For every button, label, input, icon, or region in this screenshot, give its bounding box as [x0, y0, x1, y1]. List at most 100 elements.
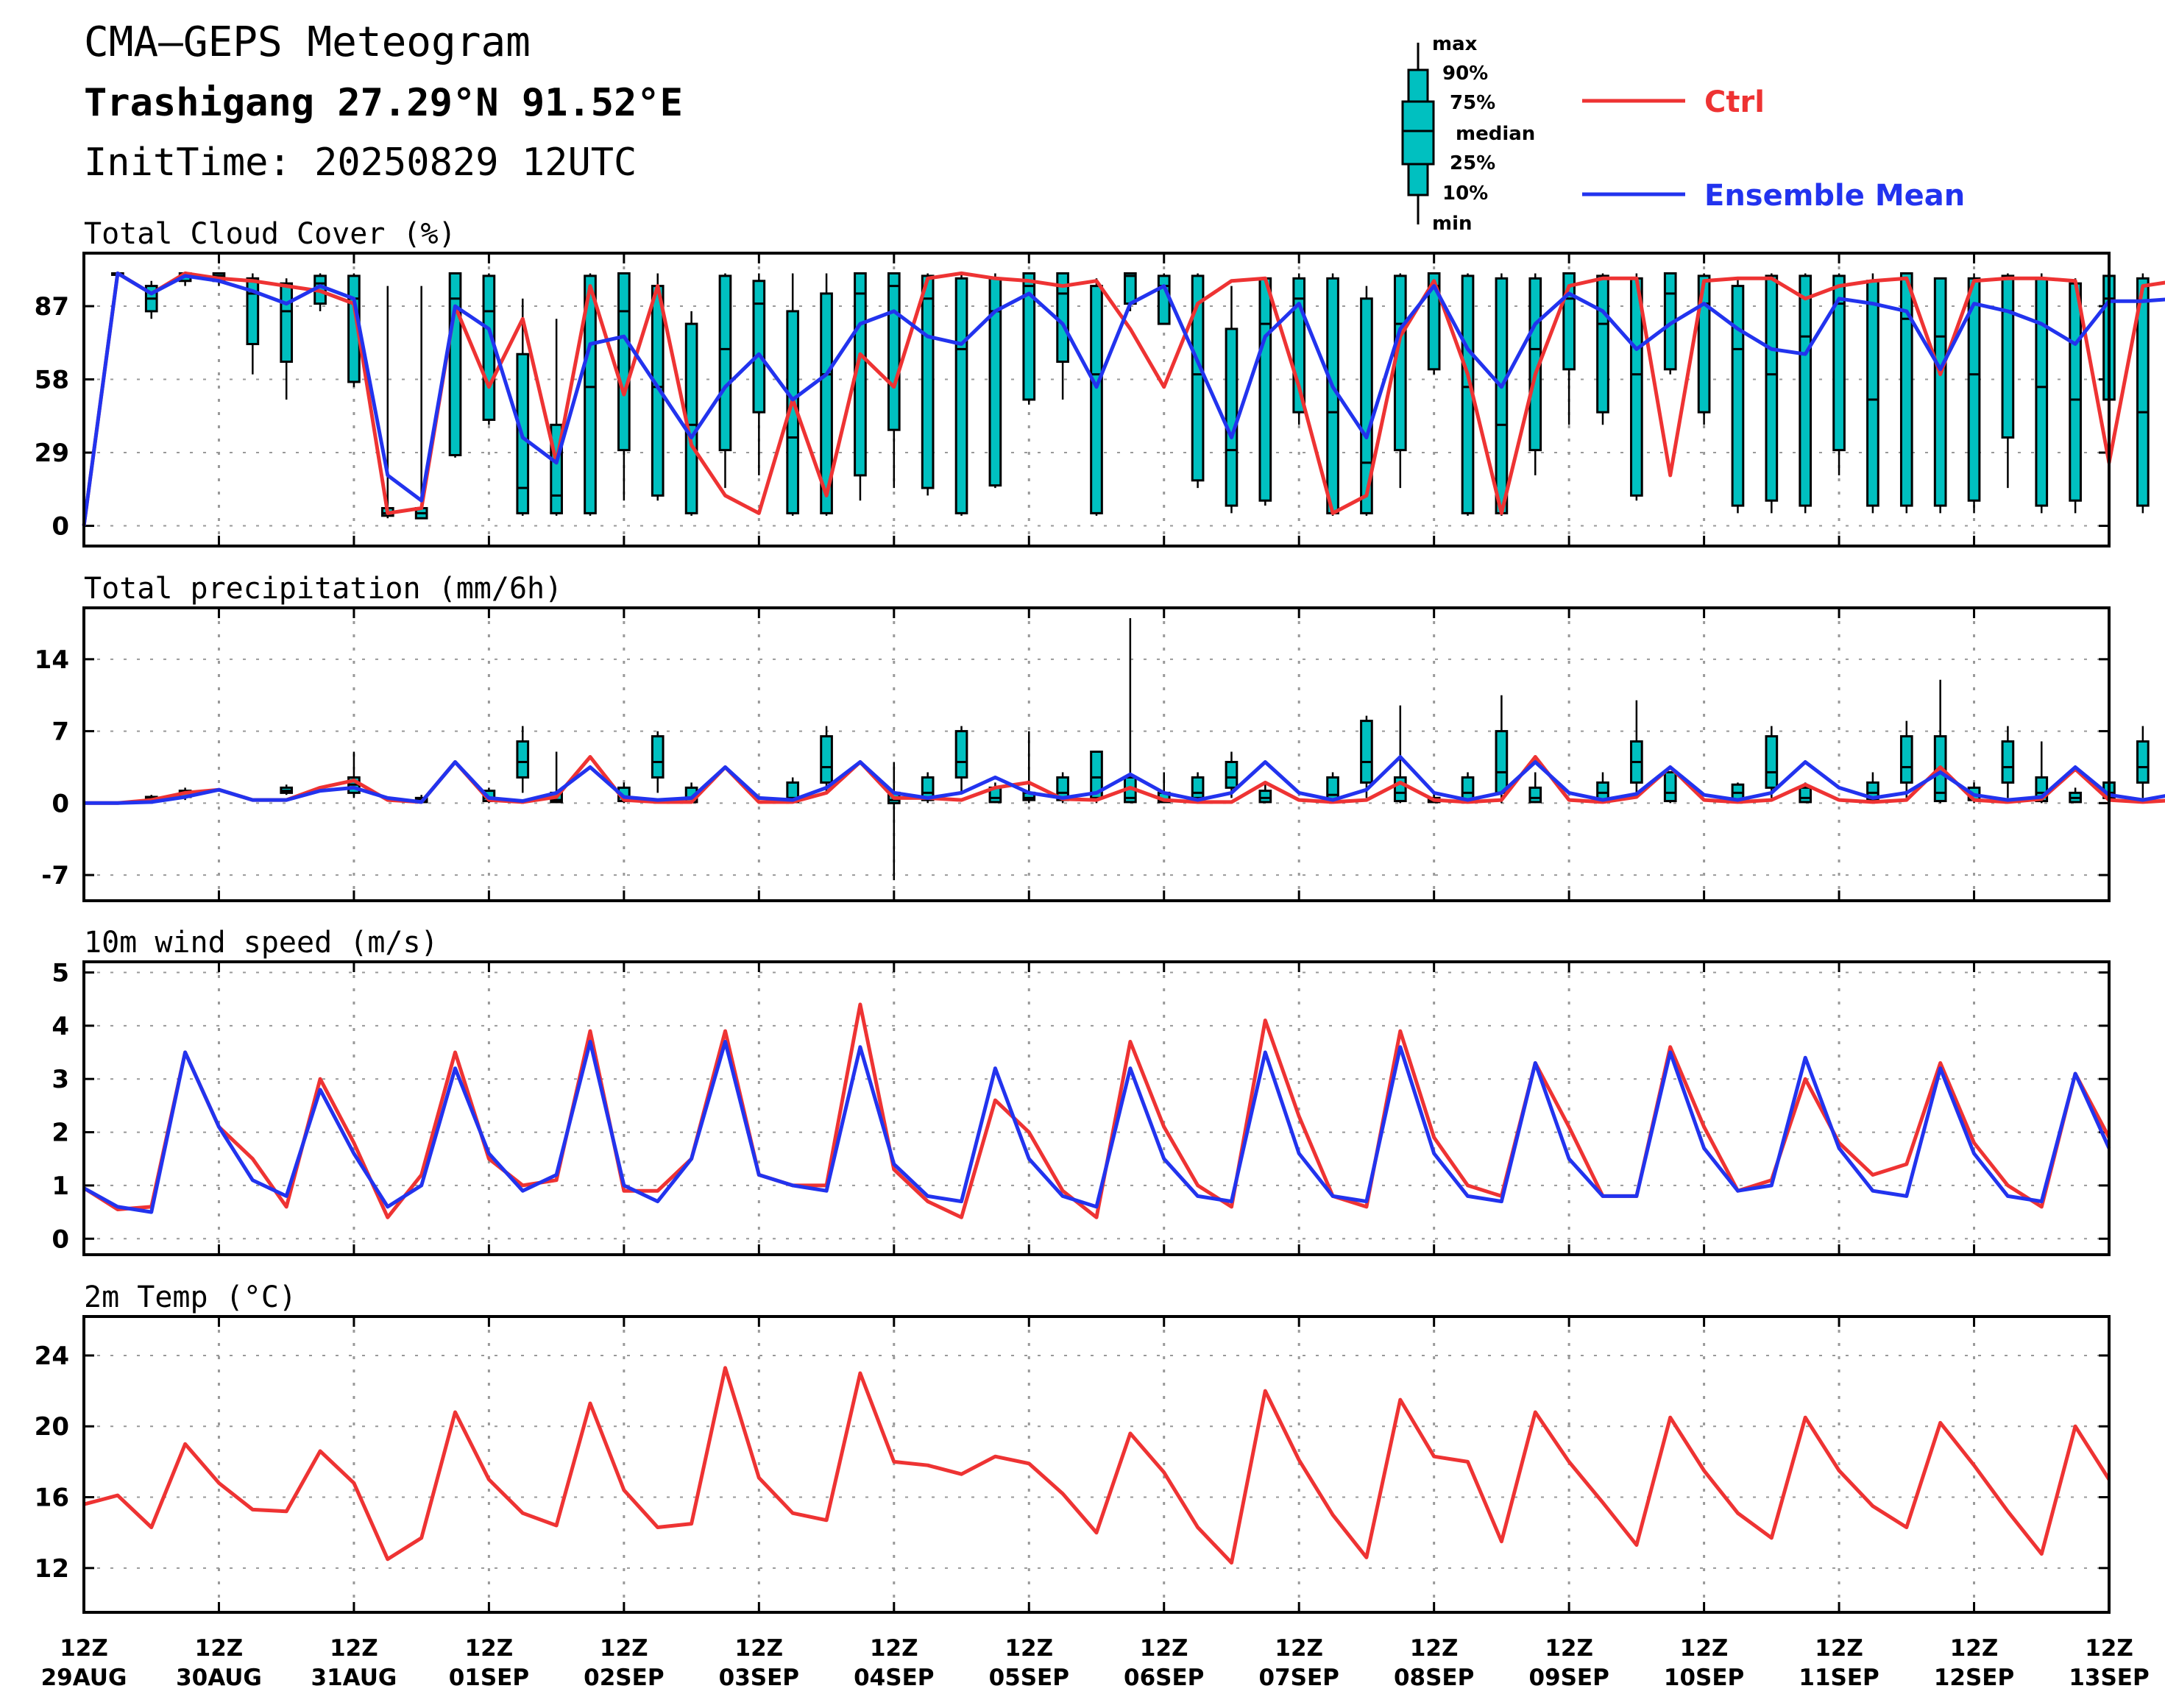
- box-iqr: [1933, 277, 1947, 507]
- box-plot: [752, 273, 766, 475]
- box-iqr: [1022, 272, 1036, 401]
- y-tick-label: -7: [41, 861, 69, 890]
- y-tick-label: 87: [35, 292, 69, 322]
- box-plot: [2001, 273, 2015, 489]
- x-tick-label-date: 12SEP: [1934, 1665, 2014, 1691]
- box-plot: [1630, 700, 1643, 798]
- y-tick-label: 14: [35, 645, 69, 675]
- x-tick-label-hour: 12Z: [870, 1635, 918, 1662]
- panel-frame: [82, 606, 2111, 902]
- legend-90-label: 90%: [1442, 63, 1488, 85]
- box-iqr: [584, 274, 597, 514]
- box-iqr: [1258, 277, 1272, 502]
- x-tick-label-hour: 12Z: [1140, 1635, 1188, 1662]
- box-plot: [1090, 751, 1103, 804]
- box-plot: [684, 311, 698, 516]
- x-tick-label-hour: 12Z: [1815, 1635, 1863, 1662]
- legend-max-label: max: [1432, 33, 1478, 55]
- box-plot: [2136, 726, 2150, 798]
- box-plot: [1258, 277, 1272, 506]
- box-iqr: [617, 272, 631, 452]
- box-plot: [2001, 726, 2015, 798]
- y-tick-label: 29: [35, 439, 69, 468]
- box-iqr: [1832, 274, 1846, 452]
- y-tick-label: 5: [52, 958, 69, 988]
- box-iqr: [448, 272, 462, 456]
- legend-min-label: min: [1432, 213, 1473, 235]
- box-iqr: [2069, 282, 2082, 502]
- y-tick-label: 0: [52, 789, 69, 818]
- box-plot: [1528, 772, 1542, 804]
- box-plot: [1056, 272, 1069, 400]
- box-plot: [1765, 273, 1779, 514]
- box-plot: [651, 731, 665, 793]
- box-plot: [820, 273, 833, 516]
- x-tick-label-date: 11SEP: [1799, 1665, 1879, 1691]
- panel-2: Total precipitation (mm/6h) -7 0 7 14: [35, 572, 2165, 902]
- x-tick-label-hour: 12Z: [1275, 1635, 1323, 1662]
- panels: Total Cloud Cover (%) 0 29 58 87 Total precip…: [35, 217, 2165, 1614]
- panel-title: 10m wind speed (m/s): [84, 926, 439, 960]
- x-tick-label-date: 05SEP: [989, 1665, 1069, 1691]
- box-iqr: [1765, 735, 1779, 789]
- box-iqr: [1157, 274, 1171, 325]
- box-iqr: [954, 730, 968, 779]
- legend: max 90% 75% median 25% 10% min Ctrl Ense…: [1401, 33, 1965, 235]
- ctrl-series-line: [83, 1366, 2111, 1565]
- box-plot: [550, 319, 563, 516]
- box-plot: [1933, 277, 1947, 514]
- box-iqr: [1697, 274, 1711, 414]
- box-plot: [1495, 273, 1509, 516]
- y-tick-label: 20: [35, 1412, 69, 1442]
- box-iqr: [1495, 277, 1509, 514]
- box-plot: [1461, 273, 1475, 516]
- y-tick-label: 58: [35, 366, 69, 395]
- legend-ctrl-label: Ctrl: [1704, 85, 1765, 119]
- box-plot: [921, 772, 935, 804]
- box-iqr: [820, 292, 833, 514]
- box-iqr: [2035, 277, 2049, 507]
- box-plot: [1225, 751, 1239, 798]
- box-plot: [1258, 782, 1272, 804]
- box-plots: [111, 272, 2150, 520]
- box-plot: [1090, 278, 1103, 516]
- box-plot: [1765, 726, 1779, 798]
- box-plot: [1799, 782, 1813, 804]
- panel-title: 2m Temp (°C): [84, 1280, 297, 1314]
- box-iqr: [651, 735, 665, 779]
- box-iqr: [2001, 274, 2015, 439]
- y-tick-label: 1: [52, 1172, 69, 1201]
- x-tick-label-date: 02SEP: [584, 1665, 664, 1691]
- box-iqr: [1765, 274, 1779, 502]
- box-plot: [988, 273, 1002, 489]
- legend-box-inner: [1401, 100, 1435, 166]
- y-tick-label: 4: [52, 1012, 69, 1041]
- x-tick-label-hour: 12Z: [735, 1635, 784, 1662]
- box-iqr: [1225, 327, 1239, 507]
- box-plot: [854, 272, 867, 501]
- box-iqr: [1360, 720, 1373, 784]
- box-plot: [887, 762, 901, 881]
- location-line: Trashigang 27.29°N 91.52°E: [84, 81, 683, 125]
- box-iqr: [1663, 770, 1677, 803]
- x-axis: 12Z 29AUG 12Z 30AUG 12Z 31AUG 12Z 01SEP 12Z 02SEP…: [41, 1635, 2150, 1691]
- box-plot: [1663, 770, 1677, 804]
- box-iqr: [954, 277, 968, 514]
- box-plot: [1899, 720, 1913, 798]
- y-tick-label: 0: [52, 512, 69, 542]
- box-iqr: [921, 776, 935, 801]
- box-iqr: [2001, 740, 2015, 784]
- box-iqr: [921, 274, 935, 489]
- box-iqr: [1528, 786, 1542, 804]
- legend-mean-label: Ensemble Mean: [1704, 179, 1965, 213]
- box-plot: [448, 272, 462, 458]
- ctrl-series-line: [82, 1002, 2111, 1219]
- panel-3: 10m wind speed (m/s) 0 1 2 3 4 5: [52, 926, 2111, 1256]
- box-iqr: [2136, 740, 2150, 784]
- box-plot: [718, 273, 732, 489]
- panel-frame: [82, 1315, 2111, 1614]
- box-iqr: [516, 740, 530, 779]
- box-plot: [347, 751, 361, 798]
- box-plot: [1360, 715, 1373, 798]
